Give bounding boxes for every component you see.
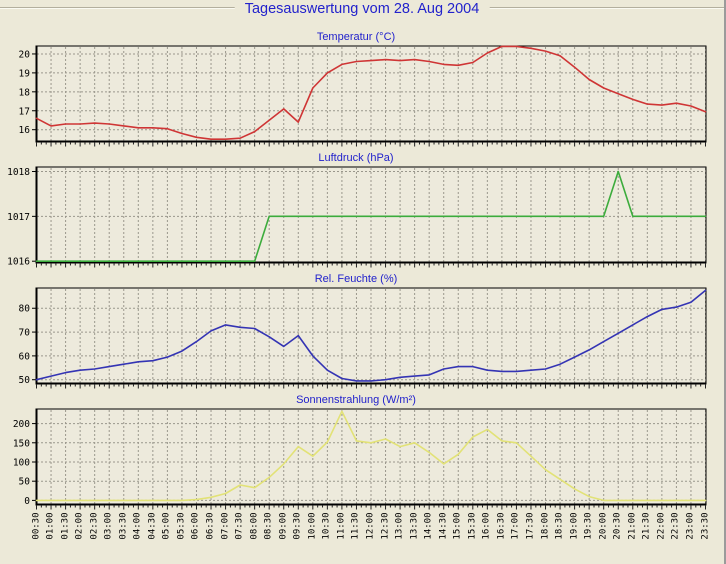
x-tick-label: 17:30 <box>525 512 536 540</box>
x-tick-label: 20:00 <box>598 512 609 540</box>
chart-title: Temperatur (°C) <box>316 31 396 43</box>
data-line-rel-feuchte <box>35 289 707 382</box>
chart-title: Rel. Feuchte (%) <box>314 273 398 285</box>
x-tick-label: 14:00 <box>423 512 434 540</box>
x-tick-label: 04:00 <box>132 512 143 540</box>
y-tick-label: 1018 <box>7 167 30 178</box>
x-tick-label: 16:30 <box>496 512 507 540</box>
page-header: Tagesauswertung vom 28. Aug 2004 <box>0 0 724 27</box>
x-tick-label: 18:00 <box>540 512 551 540</box>
data-line-luftdruck-hpa <box>35 170 707 262</box>
x-tick-label: 02:00 <box>74 512 85 540</box>
x-tick-label: 05:00 <box>161 512 172 540</box>
y-tick-label: 50 <box>19 375 31 386</box>
x-tick-label: 04:30 <box>147 512 158 540</box>
y-tick-label: 16 <box>19 125 31 136</box>
y-tick-label: 1017 <box>7 212 30 223</box>
y-tick-label: 0 <box>24 496 30 507</box>
x-tick-label: 15:00 <box>452 512 463 540</box>
x-tick-label: 23:30 <box>700 512 710 540</box>
y-tick-label: 20 <box>19 49 31 60</box>
x-tick-label: 10:00 <box>307 512 318 540</box>
x-tick-label: 22:00 <box>656 512 667 540</box>
x-tick-label: 15:30 <box>467 512 478 540</box>
x-tick-label: 22:30 <box>670 512 681 540</box>
x-tick-label: 02:30 <box>89 512 100 540</box>
y-tick-label: 50 <box>19 477 31 488</box>
x-tick-label: 12:30 <box>380 512 391 540</box>
x-tick-label: 17:00 <box>510 512 521 540</box>
y-tick-label: 17 <box>19 106 30 117</box>
data-line-temperatur-c <box>35 45 707 140</box>
x-tick-label: 19:00 <box>569 512 580 540</box>
y-tick-label: 100 <box>13 457 30 468</box>
x-tick-label: 01:30 <box>60 512 71 540</box>
chart-plot-rel-feuchte: 50 60 70 80 <box>19 287 707 389</box>
x-tick-label: 06:00 <box>190 512 201 540</box>
y-tick-label: 1016 <box>7 257 30 268</box>
x-tick-label: 18:30 <box>554 512 565 540</box>
panel-rel-feuchte: Rel. Feuchte (%) 50 60 70 80 <box>0 271 724 390</box>
x-axis-labels: 00:30 01:00 01:30 02:00 02:30 03:00 03:30 04:00… <box>0 511 726 557</box>
x-tick-label: 07:30 <box>234 512 245 540</box>
chart-plot-luftdruck-hpa: 1016 1017 1018 <box>7 166 707 268</box>
x-tick-label: 13:30 <box>409 512 420 540</box>
x-tick-label: 08:00 <box>249 512 260 540</box>
x-tick-label: 10:30 <box>321 512 332 540</box>
x-tick-label: 20:30 <box>612 512 623 540</box>
charts-container: Temperatur (°C) 16 17 18 19 20 Luftdruck (hPa)… <box>0 29 724 511</box>
chart-title: Sonnenstrahlung (W/m²) <box>296 394 416 406</box>
y-tick-label: 150 <box>13 438 30 449</box>
y-tick-label: 19 <box>19 68 31 79</box>
x-tick-label: 03:00 <box>103 512 114 540</box>
chart-plot-temperatur-c: 16 17 18 19 20 <box>19 45 707 147</box>
x-tick-label: 12:00 <box>365 512 376 540</box>
x-tick-label: 21:30 <box>641 512 652 540</box>
x-tick-label: 21:00 <box>627 512 638 540</box>
y-tick-label: 80 <box>19 304 31 315</box>
x-tick-label: 00:30 <box>31 512 41 540</box>
page-title: Tagesauswertung vom 28. Aug 2004 <box>234 1 490 17</box>
x-tick-label: 14:30 <box>438 512 449 540</box>
x-tick-label: 19:30 <box>583 512 594 540</box>
x-tick-label: 11:30 <box>350 512 361 540</box>
chart-title: Luftdruck (hPa) <box>318 152 394 164</box>
y-tick-label: 200 <box>13 419 30 430</box>
x-tick-label: 03:30 <box>118 512 129 540</box>
panel-sonnenstrahlung-w-m: Sonnenstrahlung (W/m²) 0 50 100 150 200 <box>0 392 724 511</box>
chart-plot-sonnenstrahlung-w-m: 0 50 100 150 200 <box>13 408 707 510</box>
x-tick-label: 08:30 <box>263 512 274 540</box>
x-tick-label: 07:00 <box>220 512 231 540</box>
x-tick-label: 09:30 <box>292 512 303 540</box>
x-tick-label: 16:00 <box>481 512 492 540</box>
x-tick-label: 01:00 <box>45 512 56 540</box>
panel-luftdruck-hpa: Luftdruck (hPa) 1016 1017 1018 <box>0 150 724 269</box>
x-tick-label: 09:00 <box>278 512 289 540</box>
y-tick-label: 70 <box>19 328 31 339</box>
x-tick-label: 11:00 <box>336 512 347 540</box>
panel-temperatur-c: Temperatur (°C) 16 17 18 19 20 <box>0 29 724 148</box>
y-tick-label: 18 <box>19 87 31 98</box>
x-tick-label: 06:30 <box>205 512 216 540</box>
y-tick-label: 60 <box>19 351 31 362</box>
data-line-sonnenstrahlung-w-m <box>35 410 707 502</box>
x-tick-label: 05:30 <box>176 512 187 540</box>
x-tick-label: 13:00 <box>394 512 405 540</box>
x-tick-label: 23:00 <box>685 512 696 540</box>
